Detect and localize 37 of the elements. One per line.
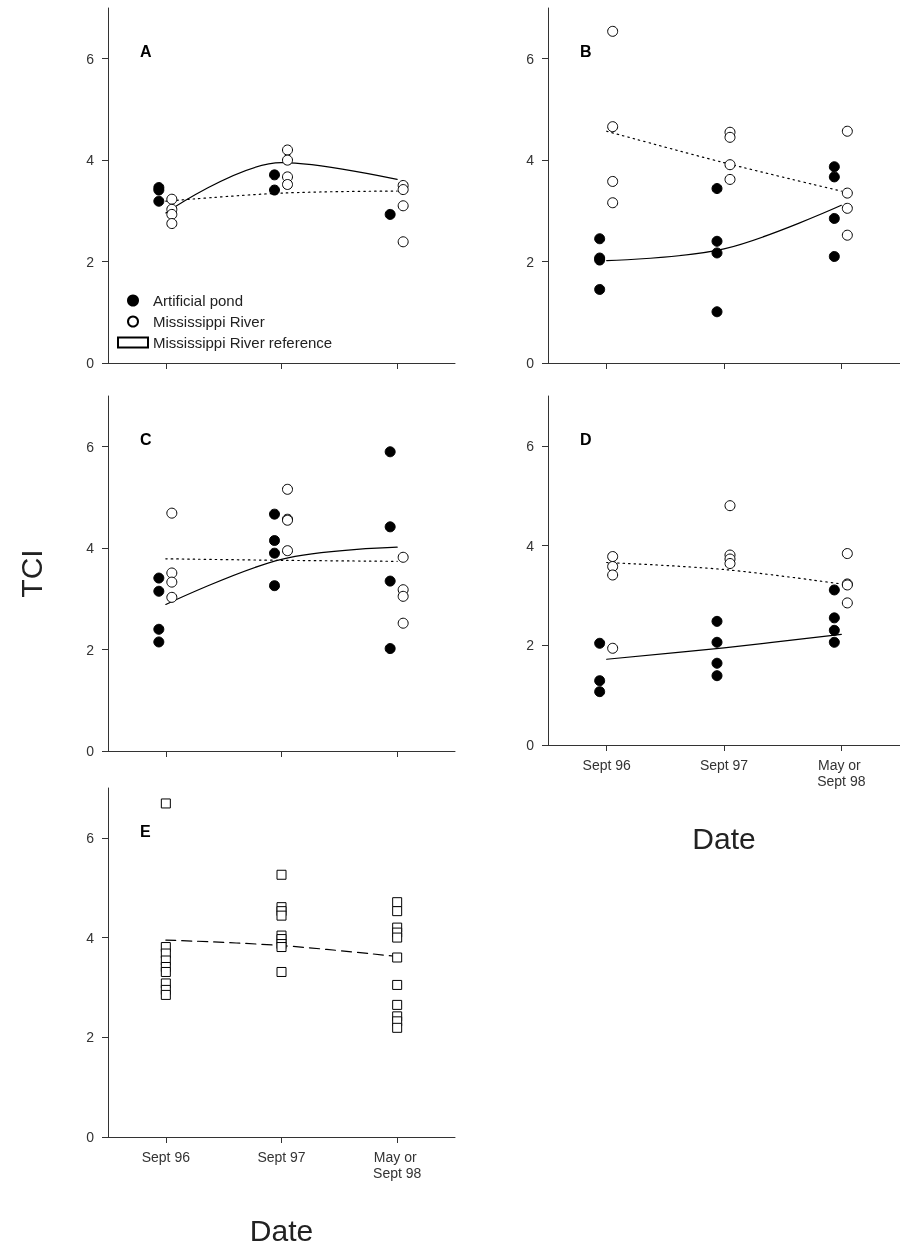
y-tick-label: 0	[526, 355, 535, 371]
y-tick-label: 4	[86, 929, 95, 946]
x-tick-label: May or Sept 98	[817, 757, 866, 789]
legend-label: Mississippi River	[153, 313, 265, 330]
y-tick-label: 0	[86, 355, 95, 371]
y-tick-label: 2	[86, 641, 95, 658]
y-tick-label: 0	[86, 1129, 95, 1145]
x-axis-title: Date	[692, 821, 756, 855]
y-tick-label: 6	[86, 829, 95, 846]
y-tick-label: 6	[526, 437, 535, 454]
text: A	[140, 42, 152, 60]
y-tick-label: 6	[86, 438, 95, 455]
y-tick-label: 4	[86, 152, 95, 169]
y-tick-label: 6	[86, 50, 95, 67]
text: C	[140, 430, 152, 448]
x-tick-label: Sept 96	[582, 757, 632, 773]
y-tick-label: 2	[526, 637, 535, 654]
y-tick-label: 2	[526, 253, 535, 270]
x-tick-label: Sept 96	[141, 1149, 191, 1165]
y-tick-label: 2	[86, 1029, 95, 1046]
y-tick-label: 0	[526, 737, 535, 753]
text: B	[580, 42, 592, 60]
y-tick-label: 2	[86, 253, 95, 270]
y-tick-label: 6	[526, 50, 535, 67]
x-tick-label: Sept 97	[699, 757, 749, 773]
y-axis-title: TCI	[14, 549, 48, 598]
y-tick-label: 0	[86, 743, 95, 759]
legend-label: Artificial pond	[153, 292, 244, 309]
y-tick-label: 4	[526, 537, 535, 554]
x-tick-label: May or Sept 98	[373, 1149, 422, 1181]
y-tick-label: 4	[86, 540, 95, 557]
y-tick-label: 4	[526, 152, 535, 169]
text: E	[140, 822, 151, 840]
x-axis-title: Date	[249, 1213, 314, 1247]
x-tick-label: Sept 97	[257, 1149, 306, 1165]
text: D	[580, 430, 592, 448]
legend-label: Mississippi River reference	[153, 334, 333, 351]
